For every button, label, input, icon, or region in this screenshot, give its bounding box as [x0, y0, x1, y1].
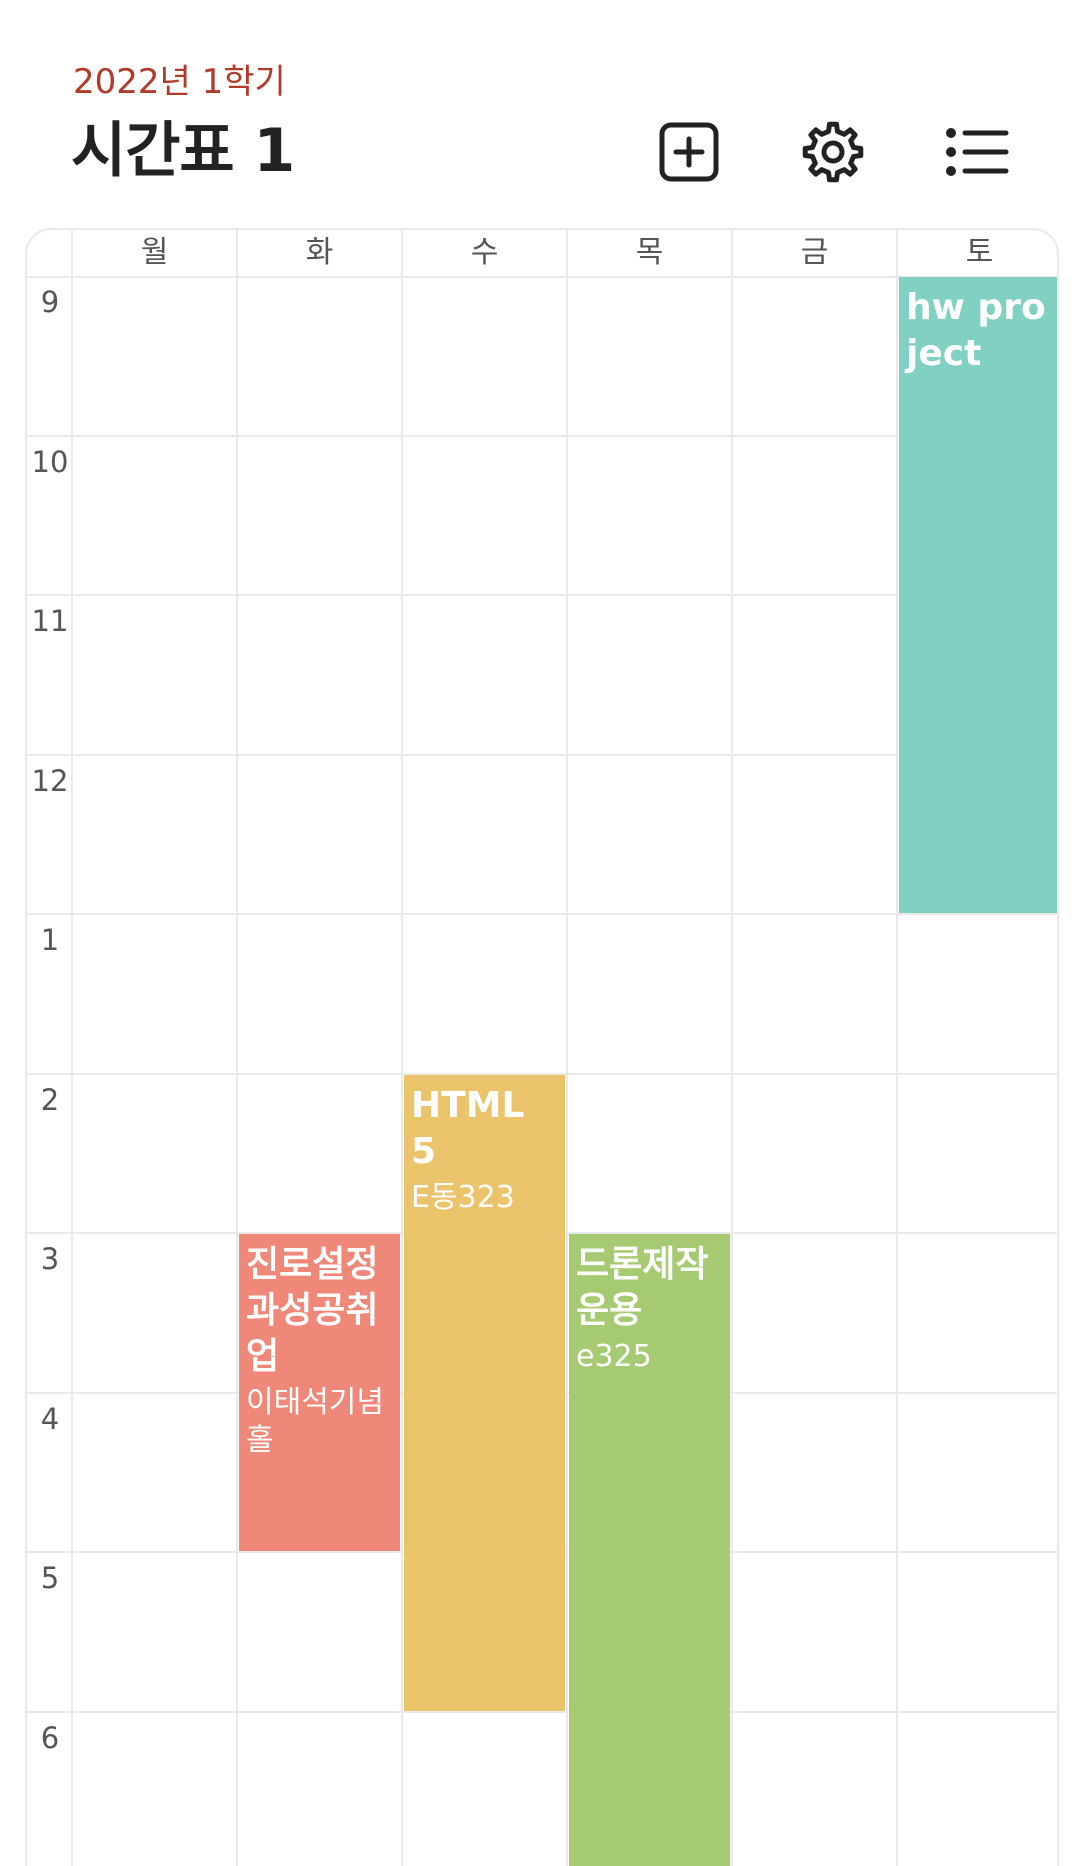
day-header: 수: [470, 235, 499, 270]
grid-line: [236, 230, 238, 1866]
class-room: E동323: [411, 1179, 515, 1215]
hour-label: 12: [31, 763, 69, 798]
hour-label: 5: [40, 1561, 60, 1595]
gear-icon: [802, 121, 864, 183]
class-title: hw project: [906, 287, 1046, 374]
grid-line: [27, 434, 1057, 437]
day-header: 목: [635, 235, 664, 270]
hour-label: 6: [40, 1720, 60, 1755]
hour-label: 9: [40, 285, 60, 319]
hour-label: 2: [40, 1082, 60, 1117]
day-header: 금: [800, 235, 829, 270]
class-room: e325: [576, 1339, 652, 1374]
hour-label: 3: [40, 1242, 60, 1276]
day-header: 월: [140, 235, 169, 270]
day-header: 토: [965, 235, 994, 270]
grid-line: [896, 230, 898, 1866]
class-title: HTML 5: [411, 1084, 525, 1172]
grid-line: [71, 230, 73, 1866]
grid-line: [27, 276, 1057, 278]
timetable-title[interactable]: 시간표 1: [71, 116, 295, 186]
class-room: 이태석기념홀: [246, 1385, 384, 1458]
class-title: 진로설정과성공취업: [246, 1244, 379, 1377]
hour-label: 1: [40, 923, 60, 957]
class-block[interactable]: hw project: [899, 277, 1057, 913]
semester-label: 2022년 1학기: [73, 62, 286, 102]
add-timetable-button[interactable]: [651, 114, 727, 190]
grid-line: [27, 1710, 1057, 1713]
hour-label: 11: [31, 604, 69, 638]
hour-label: 10: [31, 444, 69, 479]
list-icon: [946, 128, 1009, 176]
settings-button[interactable]: [795, 114, 871, 190]
grid-line: [27, 1072, 1057, 1075]
grid-line: [566, 230, 568, 1866]
grid-line: [401, 230, 403, 1866]
day-header: 화: [305, 235, 334, 270]
plus-square-icon: [659, 122, 719, 182]
grid-line: [27, 594, 1057, 596]
list-button[interactable]: [939, 114, 1015, 190]
grid-line: [27, 753, 1057, 756]
class-block[interactable]: HTML 5 E동323: [404, 1074, 565, 1711]
grid-line: [731, 230, 733, 1866]
class-title: 드론제작운용: [576, 1244, 709, 1331]
hour-label: 4: [40, 1401, 60, 1436]
class-block[interactable]: 드론제작운용 e325: [569, 1234, 730, 1866]
grid-line: [27, 913, 1057, 915]
timetable-grid[interactable]: 월 화 수 목 금 토 9 10 11 12 1 2 3 4 5 6 hw project HTML 5 E동323…: [25, 228, 1059, 1866]
